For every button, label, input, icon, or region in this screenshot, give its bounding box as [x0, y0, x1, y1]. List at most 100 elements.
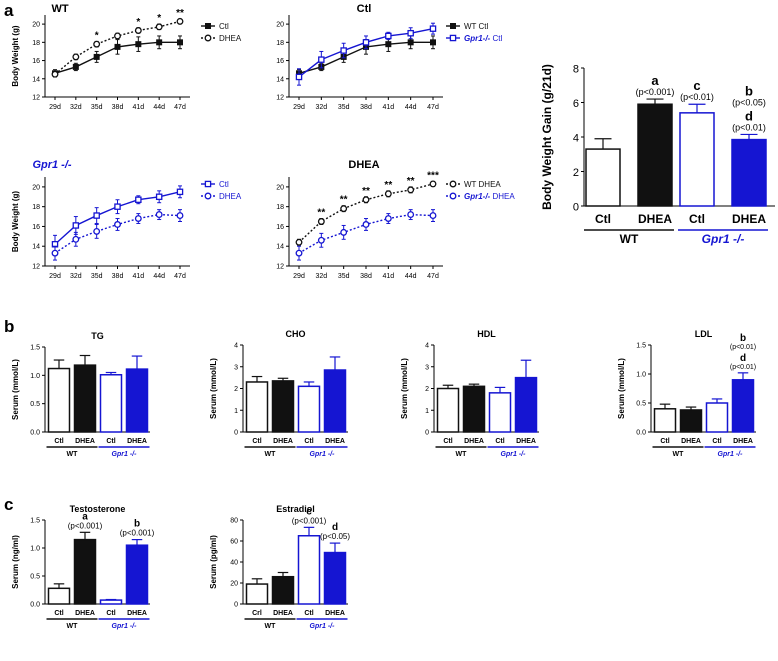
y-tick-label: 18: [276, 40, 284, 47]
y-tick-label: 20: [276, 184, 284, 191]
p-value-label: (p<0.05): [732, 97, 766, 107]
bar: [679, 112, 715, 207]
y-tick-label: 14: [32, 76, 40, 83]
x-tick-label: Ctl: [443, 438, 452, 445]
bar: [99, 599, 123, 605]
bar: [297, 535, 321, 605]
panel-letter-c: c: [4, 495, 13, 514]
bar: [488, 392, 512, 433]
group-label: WT: [265, 623, 277, 630]
y-tick-label: 0.5: [30, 401, 40, 408]
data-point-marker: [176, 17, 184, 25]
y-tick-label: 18: [32, 40, 40, 47]
data-point-marker: [407, 39, 414, 46]
chart-ldl: LDL 0.0 0.5 1.0 1.5 Serum (mmol/L) Ctl DHEA Ctl D…: [617, 329, 756, 458]
data-point-marker: [430, 39, 436, 46]
y-tick-label: 1: [425, 408, 429, 415]
x-tick-label: Ctl: [54, 610, 63, 617]
x-tick-label: Ctl: [495, 438, 504, 445]
x-tick-label: 29d: [49, 104, 61, 111]
data-point-marker: [134, 215, 142, 222]
y-axis-label: Serum (mmol/L): [209, 358, 218, 419]
significance-letter: c: [693, 78, 700, 93]
y-tick-label: 3: [425, 364, 429, 371]
legend-label-strain: Gpr1-/-: [464, 34, 491, 43]
bar: [731, 138, 767, 207]
data-point-marker: [93, 40, 101, 48]
y-tick-label: 0: [234, 430, 238, 437]
x-tick-label: 32d: [70, 104, 82, 111]
x-tick-label: 32d: [70, 273, 82, 280]
legend-label-group: Ctl: [490, 34, 502, 43]
x-tick-label: 47d: [174, 273, 186, 280]
y-tick-label: 0.0: [30, 602, 40, 609]
data-point-marker: [385, 32, 392, 40]
data-point-marker: [362, 196, 370, 204]
group-label: Gpr1 -/-: [112, 623, 138, 630]
y-tick-label: 16: [32, 58, 40, 65]
significance-letter: d: [332, 522, 338, 533]
x-tick-label: 44d: [153, 273, 165, 280]
data-point-marker: [93, 227, 101, 235]
chart-title: Gpr1 -/-: [32, 159, 71, 171]
x-tick-label: Ctl: [689, 212, 705, 226]
legend-label-strain: Gpr1-/-: [464, 192, 491, 201]
significance-letter: c: [306, 506, 312, 517]
data-point-marker: [114, 221, 121, 228]
legend-label-strain: WT: [464, 22, 477, 31]
data-point-marker: [318, 56, 325, 63]
data-point-marker: [449, 180, 457, 188]
chart-title: WT: [51, 3, 68, 15]
x-tick-label: DHEA: [273, 610, 293, 617]
group-label: Gpr1 -/-: [310, 623, 336, 630]
x-tick-label: 29d: [49, 273, 61, 280]
legend-label: Gpr1-/- DHEA: [464, 192, 515, 201]
data-point-marker: [204, 34, 212, 42]
bar: [585, 148, 621, 207]
y-axis-label: Body Weight (g): [11, 191, 20, 253]
data-point-marker: [340, 228, 348, 236]
group-label: WT: [67, 451, 79, 458]
bar: [436, 387, 460, 433]
group-label: WT: [265, 451, 277, 458]
group-label: Gpr1 -/-: [112, 451, 138, 458]
y-tick-label: 18: [32, 204, 40, 211]
x-tick-label: Ctl: [304, 610, 313, 617]
data-point-marker: [72, 53, 80, 61]
y-tick-label: 18: [276, 204, 284, 211]
chart-wt-growth: WT 12 14 16 18 20 Body Weight (g) 29d 32d 35d 38d 4…: [11, 3, 242, 111]
x-tick-label: DHEA: [127, 438, 147, 445]
p-value-label: (p<0.001): [292, 516, 327, 525]
legend-label: Ctl: [219, 180, 229, 189]
p-value-label: (p<0.001): [636, 87, 675, 97]
y-tick-label: 14: [276, 76, 284, 83]
x-tick-label: 44d: [405, 273, 417, 280]
data-point-marker: [205, 23, 211, 29]
data-point-marker: [72, 235, 80, 243]
chart-title: Testosterone: [70, 504, 126, 514]
y-tick-label: 0: [234, 602, 238, 609]
legend-label-group: DHEA: [490, 192, 515, 201]
group-label: Gpr1 -/-: [501, 451, 527, 458]
data-point-marker: [93, 212, 100, 219]
significance-marker: **: [384, 180, 392, 191]
data-point-marker: [176, 188, 184, 196]
x-tick-label: Ctl: [106, 438, 115, 445]
data-point-marker: [317, 218, 325, 225]
data-point-marker: [155, 211, 163, 219]
x-tick-label: DHEA: [681, 438, 701, 445]
y-tick-label: 14: [276, 244, 284, 251]
significance-marker: **: [407, 176, 415, 187]
y-tick-label: 3: [234, 364, 238, 371]
data-point-marker: [384, 190, 392, 198]
chart-estradiol: Estradiol 0 20 40 60 80 Serum (pg/ml) Crl DHEA Ct…: [209, 504, 350, 630]
data-point-marker: [449, 34, 457, 42]
y-tick-label: 1.0: [30, 373, 40, 380]
y-tick-label: 1.5: [30, 518, 40, 525]
legend-label: Gpr1-/- Ctl: [464, 34, 502, 43]
bar: [125, 368, 149, 433]
significance-letter: a: [651, 73, 659, 88]
bar: [245, 381, 269, 433]
bar: [271, 380, 295, 433]
